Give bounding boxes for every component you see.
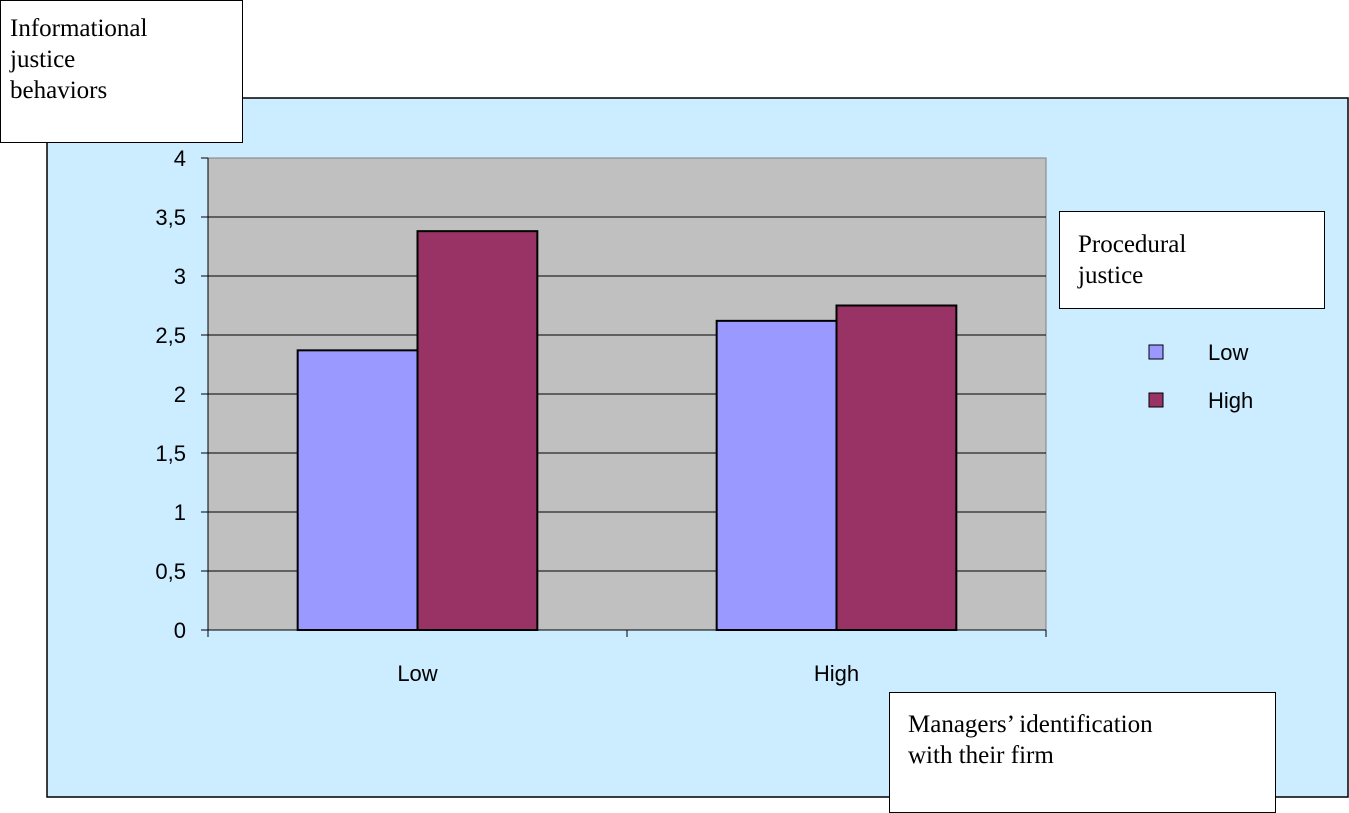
y-axis-title-box: Informational justice behaviors: [0, 0, 243, 143]
legend-title-line-2: justice: [1078, 262, 1144, 289]
bar-high-high: [835, 304, 958, 631]
legend-swatch-high: [1148, 392, 1164, 408]
legend-title-line-1: Procedural: [1078, 231, 1187, 258]
legend-title-box: Procedural justice: [1059, 211, 1325, 309]
legend-label-low: Low: [1208, 340, 1248, 365]
legend: Low High: [1148, 340, 1253, 413]
x-tick-label: High: [814, 661, 859, 686]
y-tick-label: 3: [174, 264, 186, 289]
bar-low-low: [296, 349, 419, 631]
x-tick-label: Low: [397, 661, 437, 686]
y-axis-title-line-2: justice: [10, 46, 76, 73]
y-axis-title-line-1: Informational: [10, 15, 148, 42]
x-axis-title-line-2: with their firm: [908, 742, 1054, 769]
legend-label-high: High: [1208, 388, 1253, 413]
y-tick-label: 0,5: [155, 559, 186, 584]
bar-low-high: [715, 319, 838, 631]
x-axis-title-box: Managers’ identification with their firm: [889, 692, 1276, 813]
y-tick-label: 2: [174, 382, 186, 407]
y-tick-label: 1: [174, 500, 186, 525]
bar-high-low: [416, 230, 539, 631]
y-axis-title-line-3: behaviors: [10, 77, 108, 104]
y-tick-label: 4: [174, 146, 186, 171]
axes: 0 0,5 1 1,5 2 2,5 3 3,5 4 Low High: [155, 146, 1047, 686]
x-axis-title-line-1: Managers’ identification: [908, 711, 1153, 738]
y-tick-label: 3,5: [155, 205, 186, 230]
y-tick-label: 1,5: [155, 441, 186, 466]
y-tick-label: 0: [174, 618, 186, 643]
y-tick-label: 2,5: [155, 323, 186, 348]
bars: [296, 230, 958, 631]
legend-swatch-low: [1148, 344, 1164, 360]
